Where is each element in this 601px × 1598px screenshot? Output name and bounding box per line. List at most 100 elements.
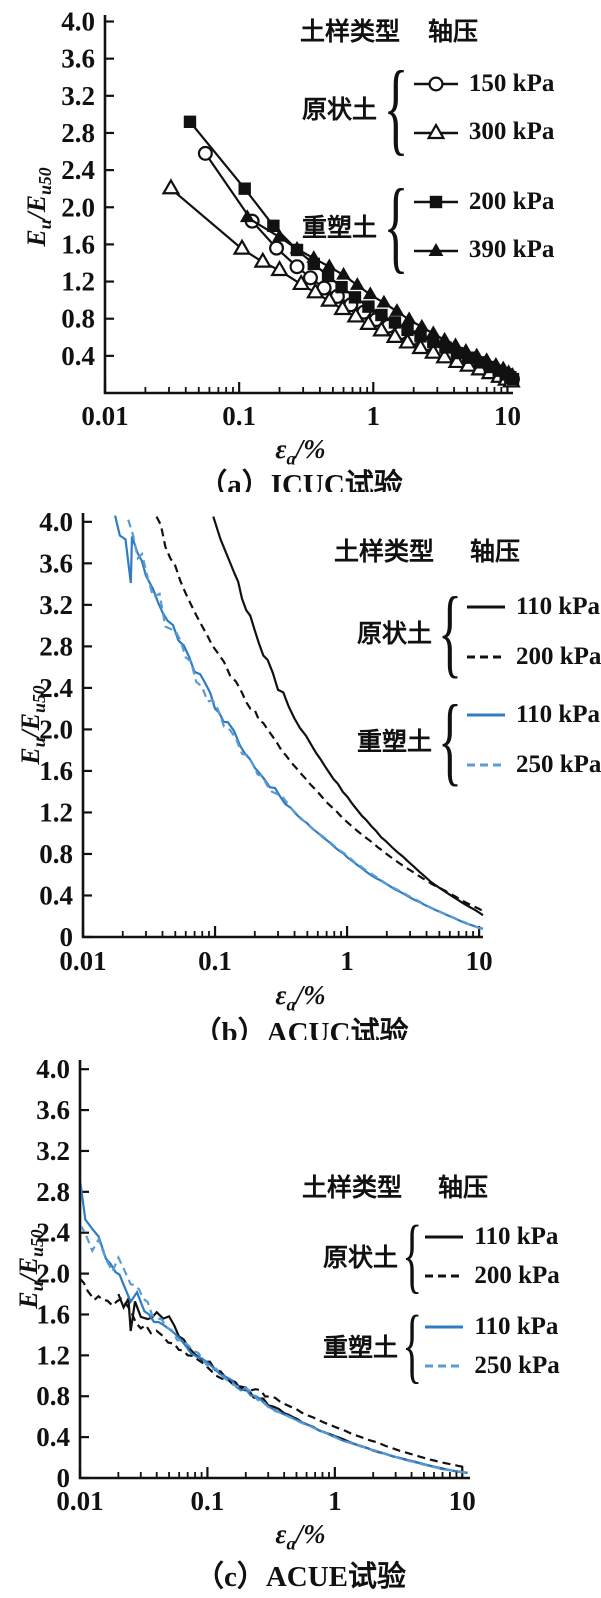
data-point-square — [427, 335, 440, 349]
data-point-triangle-open — [270, 260, 289, 277]
x-tick-label: 1 — [328, 1486, 342, 1515]
legend-groups: 原状土 { 110 kPa 200 kPa — [328, 582, 601, 790]
legend-entry-label: 200 kPa — [468, 188, 555, 215]
data-point-triangle-open — [346, 306, 366, 323]
caption-b: （b）ACUC试验 — [192, 1017, 409, 1040]
data-point-circle — [269, 240, 285, 256]
y-tick-label: 1.6 — [39, 756, 73, 786]
legend-marker-square-filled-icon — [413, 195, 458, 209]
y-tick-label: 2.0 — [61, 192, 95, 222]
x-axis-label: εa/% — [275, 980, 326, 1015]
data-point-square — [414, 330, 427, 343]
data-point-triangle-open — [458, 355, 478, 372]
data-point-triangle-open — [253, 251, 273, 268]
y-tick-label: 3.2 — [36, 1136, 70, 1166]
brace: { — [383, 168, 409, 283]
data-point-triangle-filled — [425, 325, 441, 339]
y-tick-label: 0.8 — [39, 839, 73, 869]
legend-entry-label: 110 kPa — [516, 593, 601, 620]
data-point-square — [183, 115, 197, 129]
y-tick-label: 3.2 — [39, 590, 73, 620]
data-point-triangle-open — [447, 351, 467, 369]
figure-acuc: 0 0.4 0.8 1.2 1.6 2.0 2.4 2.8 3.2 3.6 4.0 0.01 0.1 1 1… — [0, 492, 601, 1040]
y-tick-label: 1.2 — [39, 797, 73, 827]
legend-header: 土样类型 轴压 — [300, 12, 554, 48]
y-axis-label: Eu/Eu50 — [16, 685, 50, 765]
y-tick-label: 2.4 — [61, 155, 95, 185]
data-point-triangle-open — [359, 313, 378, 330]
caption-a: （a）ICUC试验 — [198, 469, 403, 492]
y-tick-label: 0.4 — [39, 880, 73, 910]
chart-c-plot: 0 0.4 0.8 1.2 1.6 2.0 2.4 2.8 3.2 3.6 4.0 0.01 0.1 1 1… — [36, 1054, 476, 1515]
data-point-triangle-open — [423, 342, 443, 359]
y-tick-label: 4.0 — [61, 7, 95, 37]
brace: { — [402, 1299, 423, 1392]
legend-entry-label: 250 kPa — [516, 751, 601, 778]
brace: { — [438, 576, 462, 687]
legend: 土样类型 轴压 原状土 { 110 kPa — [328, 532, 601, 790]
y-tick-label: 0 — [60, 922, 74, 952]
data-point-triangle-filled — [289, 240, 305, 254]
legend-entry: 200 kPa — [466, 634, 601, 680]
legend-groups: 原状土 { 150 kPa — [243, 56, 554, 278]
figure-icuc: 0.4 0.8 1.2 1.6 2.0 2.4 2.8 3.2 3.6 4.0 0.01 0.1 1 10… — [0, 0, 601, 492]
legend-entry-label: 300 kPa — [468, 118, 555, 145]
y-tick-label: 0.4 — [36, 1422, 70, 1452]
data-point-triangle-filled — [306, 250, 322, 263]
legend-line-dashed-black-icon — [467, 655, 505, 659]
legend-entry: 390 kPa — [413, 229, 554, 271]
x-tick-label: 0.01 — [56, 1486, 103, 1515]
y-tick-label: 1.6 — [36, 1299, 70, 1329]
legend-group-remolded: 重塑土 { 110 kPa 250 kPa — [286, 1304, 560, 1388]
legend-entry: 250 kPa — [424, 1347, 560, 1384]
data-point-triangle-open — [411, 338, 430, 355]
data-point-triangle-open — [435, 347, 454, 364]
x-tick-label: 0.1 — [191, 1486, 225, 1515]
x-axis-label: εa/% — [275, 434, 326, 469]
y-tick-label: 2.4 — [39, 673, 73, 703]
data-point-triangle-open — [320, 290, 339, 307]
y-tick-label: 3.6 — [36, 1095, 70, 1125]
y-tick-label: 4.0 — [39, 507, 73, 537]
data-point-triangle-filled — [448, 337, 463, 351]
data-point-triangle-open — [291, 273, 311, 291]
legend-header: 土样类型 轴压 — [302, 1168, 560, 1204]
x-tick-label: 0.01 — [59, 946, 106, 976]
data-point-square — [362, 300, 375, 313]
legend-marker-circle-open-icon — [413, 76, 458, 92]
data-point-triangle-filled — [389, 303, 405, 316]
data-point-triangle-filled — [401, 311, 417, 325]
data-point-triangle-filled — [362, 286, 378, 300]
legend-entry-label: 200 kPa — [516, 643, 601, 670]
data-point-triangle-open — [306, 282, 325, 299]
data-point-square — [375, 308, 388, 322]
data-point-triangle-open — [333, 299, 352, 316]
data-point-triangle-filled — [336, 266, 351, 280]
y-tick-label: 3.6 — [39, 548, 73, 578]
legend-groups: 原状土 { 110 kPa 200 kPa — [286, 1214, 560, 1388]
x-tick-label: 10 — [494, 401, 521, 431]
legend-col-pressure: 轴压 — [428, 19, 479, 46]
data-point-square — [335, 280, 348, 294]
legend-marker-triangle-filled-icon — [413, 243, 458, 256]
chart-b-plot: 0 0.4 0.8 1.2 1.6 2.0 2.4 2.8 3.2 3.6 4.0 0.01 0.1 1 1… — [39, 507, 492, 976]
legend-group-remolded: 重塑土 { 110 kPa 250 kPa — [328, 690, 601, 790]
series-line-1 — [81, 1278, 468, 1469]
legend-entry: 110 kPa — [466, 584, 601, 630]
legend-col-sample: 土样类型 — [300, 19, 401, 46]
x-axis-label: εa/% — [275, 1519, 326, 1554]
legend-col-pressure: 轴压 — [438, 1175, 489, 1202]
legend: 土样类型 轴压 原状土 { 150 kPa — [243, 12, 554, 278]
legend-entry: 200 kPa — [424, 1257, 560, 1294]
legend-entry: 110 kPa — [424, 1218, 559, 1255]
x-tick-label: 0.1 — [222, 401, 256, 431]
data-point-circle — [197, 145, 213, 161]
series-line-3 — [127, 519, 483, 930]
data-point-triangle-filled — [376, 294, 392, 308]
legend-line-solid-blue-icon — [467, 713, 505, 717]
data-point-square — [348, 291, 362, 304]
legend-group-label: 原状土 — [356, 621, 432, 648]
x-tick-label: 1 — [367, 401, 381, 431]
legend-entry: 150 kPa — [413, 63, 554, 105]
legend-line-dashed-blue-icon — [425, 1364, 464, 1367]
